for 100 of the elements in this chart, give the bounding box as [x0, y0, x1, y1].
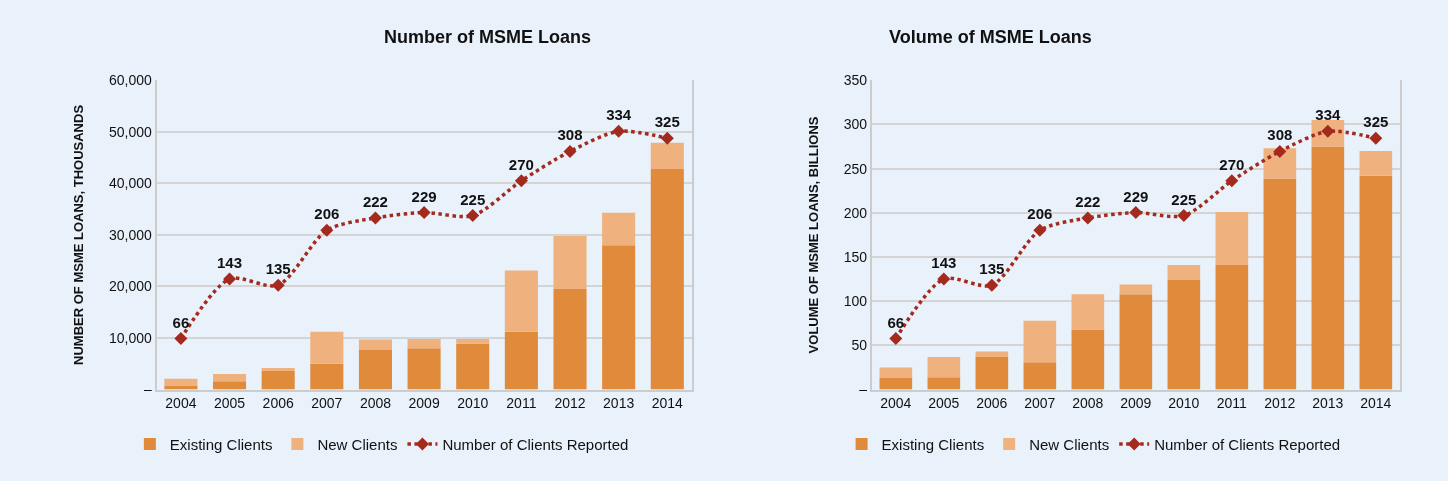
bar [310, 363, 344, 390]
legend-label: Existing Clients [169, 435, 273, 453]
data-label: 334 [606, 106, 632, 124]
point [174, 332, 188, 346]
y-tick-label: 50 [851, 337, 868, 354]
bar [407, 348, 441, 390]
x-tick-label: 2012 [1264, 395, 1296, 412]
bar [927, 377, 961, 390]
point [1273, 144, 1287, 158]
point [466, 209, 480, 223]
x-tick-label: 2014 [651, 395, 684, 412]
data-label: 325 [654, 113, 680, 131]
data-label: 229 [1123, 187, 1149, 205]
y-tick-label: – [859, 381, 868, 398]
chart-title: Volume of MSME Loans [889, 27, 1092, 47]
x-tick-label: 2011 [506, 395, 537, 412]
bar [456, 343, 490, 390]
point [612, 124, 626, 138]
y-tick-label: – [143, 381, 152, 398]
point [1081, 211, 1095, 225]
bar [975, 356, 1009, 390]
x-tick-label: 2013 [603, 395, 635, 412]
bar [407, 339, 441, 349]
bar [1023, 320, 1057, 363]
y-tick-label: 200 [843, 204, 868, 221]
data-label: 66 [172, 313, 190, 331]
bar [602, 212, 636, 246]
point [1129, 206, 1143, 220]
bar [504, 270, 538, 332]
bar [358, 339, 392, 350]
bar [553, 289, 587, 390]
data-label: 334 [1315, 106, 1342, 124]
point [320, 223, 334, 237]
data-label: 270 [508, 155, 534, 173]
bar [650, 168, 684, 390]
bar [310, 331, 344, 364]
x-tick-label: 2007 [1024, 395, 1056, 412]
bar [879, 378, 913, 390]
bar [879, 367, 913, 379]
y-axis-title: NUMBER OF MSME LOANS, THOUSANDS [71, 104, 87, 365]
data-label: 66 [887, 313, 905, 331]
y-tick-label: 20,000 [108, 278, 152, 295]
legend-label: Number of Clients Reported [1154, 435, 1341, 453]
data-label: 229 [411, 187, 437, 205]
bar [261, 367, 295, 372]
y-tick-label: 350 [843, 72, 868, 89]
point [368, 211, 382, 225]
bar [553, 235, 587, 290]
y-tick-label: 10,000 [108, 329, 152, 346]
x-tick-label: 2012 [554, 395, 586, 412]
x-tick-label: 2006 [262, 395, 294, 412]
y-tick-label: 250 [843, 160, 868, 177]
bar [1071, 329, 1105, 390]
bar [213, 374, 247, 382]
bar [456, 339, 490, 344]
x-tick-label: 2009 [1120, 395, 1152, 412]
bar [1071, 294, 1105, 330]
bar [1119, 294, 1153, 390]
point [1033, 223, 1047, 237]
bar [504, 331, 538, 390]
bar [1359, 175, 1393, 390]
data-label: 206 [1027, 205, 1053, 223]
data-label: 270 [1219, 155, 1245, 173]
point [1177, 209, 1191, 223]
bar [1263, 178, 1297, 390]
bar [650, 142, 684, 169]
data-label: 143 [931, 254, 957, 272]
x-tick-label: 2005 [213, 395, 246, 412]
bar [1167, 280, 1201, 390]
point [223, 272, 237, 286]
point [660, 131, 674, 145]
bar [213, 381, 247, 390]
x-tick-label: 2004 [165, 395, 197, 412]
data-label: 135 [979, 260, 1005, 278]
chart-title: Number of MSME Loans [384, 27, 592, 47]
x-tick-label: 2011 [1216, 395, 1248, 412]
x-tick-label: 2008 [1072, 395, 1104, 412]
data-label: 225 [460, 190, 486, 208]
x-tick-label: 2007 [311, 395, 343, 412]
legend-label: New Clients [317, 435, 398, 453]
point [937, 272, 951, 286]
bar [261, 371, 295, 390]
bar [164, 385, 198, 390]
x-tick-label: 2006 [976, 395, 1008, 412]
y-axis-title: VOLUME OF MSME LOANS, BILLIONS [806, 116, 822, 354]
y-tick-label: 60,000 [108, 72, 152, 89]
point [563, 144, 577, 158]
bar [602, 245, 636, 390]
bar [1167, 264, 1201, 280]
x-tick-label: 2013 [1312, 395, 1344, 412]
point [985, 278, 999, 292]
y-tick-label: 30,000 [108, 226, 152, 243]
x-tick-label: 2014 [1360, 395, 1392, 412]
data-label: 325 [1363, 113, 1389, 131]
data-label: 135 [265, 260, 291, 278]
bar [1023, 362, 1057, 390]
bar [1215, 211, 1249, 265]
legend-label: Existing Clients [881, 435, 985, 453]
y-tick-label: 300 [843, 116, 868, 133]
x-tick-label: 2008 [359, 395, 392, 412]
